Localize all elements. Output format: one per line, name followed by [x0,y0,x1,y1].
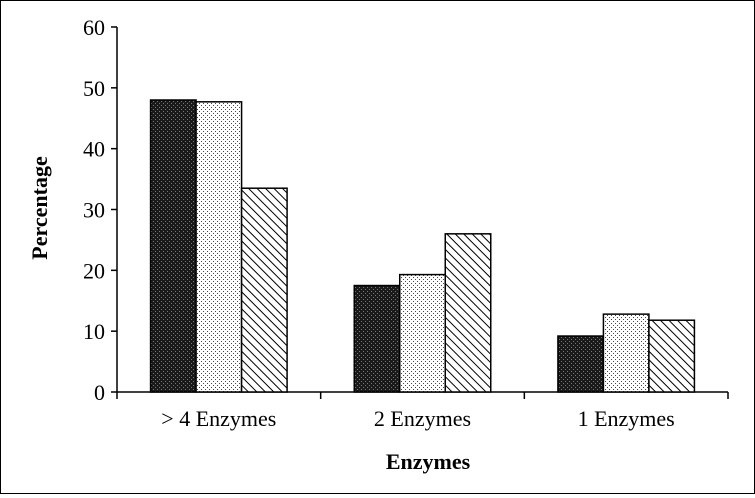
x-tick-label: 2 Enzymes [374,406,471,431]
y-tick-label: 30 [83,198,105,223]
y-tick-label: 20 [83,258,105,283]
bar-1-series-2 [195,101,243,393]
bar-3-series-1 [557,335,605,393]
bar-1-series-3 [240,187,288,393]
y-axis-title: Percentage [27,156,52,260]
y-tick-label: 60 [83,15,105,40]
y-tick-label: 40 [83,137,105,162]
bar-2-series-3 [444,233,492,393]
bars [149,99,696,393]
labels: 0 10 20 30 40 50 60 > 4 Enzymes 2 Enzymes 1 Enzym… [83,15,675,431]
y-tick-label: 50 [83,76,105,101]
y-tick-label: 0 [94,380,105,405]
x-axis-title: Enzymes [386,449,471,474]
y-tick-label: 10 [83,319,105,344]
bar-2-series-2 [399,273,446,393]
x-tick-label: > 4 Enzymes [161,406,276,431]
bar-2-series-1 [353,284,401,393]
bar-3-series-3 [648,319,696,393]
bar-1-series-1 [149,99,197,393]
x-tick-label: 1 Enzymes [578,406,675,431]
bar-3-series-2 [602,313,650,393]
